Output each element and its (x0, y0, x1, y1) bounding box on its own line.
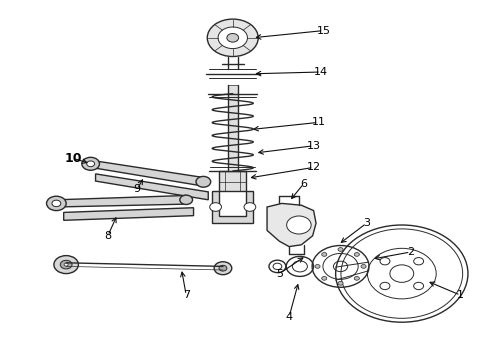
Polygon shape (267, 203, 316, 247)
Circle shape (361, 265, 366, 268)
Text: 13: 13 (307, 141, 320, 151)
Circle shape (54, 256, 78, 274)
Circle shape (218, 27, 247, 49)
Circle shape (64, 263, 68, 266)
Text: 2: 2 (407, 247, 414, 257)
Text: 6: 6 (300, 179, 307, 189)
Polygon shape (91, 160, 203, 186)
Text: 11: 11 (312, 117, 325, 127)
Text: 3: 3 (363, 218, 370, 228)
Text: 5: 5 (276, 269, 283, 279)
Polygon shape (212, 191, 253, 223)
Circle shape (60, 260, 72, 269)
Polygon shape (56, 195, 186, 207)
Text: 7: 7 (183, 290, 190, 300)
Circle shape (52, 200, 61, 207)
Circle shape (87, 161, 95, 167)
Circle shape (315, 265, 320, 268)
Circle shape (219, 265, 227, 271)
Polygon shape (96, 174, 208, 200)
Circle shape (82, 157, 99, 170)
Polygon shape (219, 171, 246, 191)
Text: 9: 9 (134, 184, 141, 194)
Circle shape (354, 253, 359, 256)
Text: 1: 1 (457, 290, 464, 300)
Circle shape (244, 203, 256, 211)
Circle shape (47, 196, 66, 211)
Circle shape (322, 253, 327, 256)
Text: 8: 8 (104, 231, 111, 241)
Circle shape (338, 248, 343, 251)
Circle shape (214, 262, 232, 275)
Text: 14: 14 (314, 67, 328, 77)
Circle shape (207, 19, 258, 57)
Circle shape (180, 195, 193, 204)
Circle shape (196, 176, 211, 187)
Circle shape (227, 33, 239, 42)
Circle shape (322, 276, 327, 280)
Circle shape (338, 282, 343, 285)
Circle shape (210, 203, 221, 211)
Text: 15: 15 (317, 26, 330, 36)
Text: 4: 4 (286, 312, 293, 322)
Circle shape (354, 276, 359, 280)
Polygon shape (64, 208, 194, 220)
Circle shape (287, 216, 311, 234)
Polygon shape (228, 85, 238, 171)
Text: 10: 10 (65, 152, 82, 165)
Text: 12: 12 (307, 162, 320, 172)
